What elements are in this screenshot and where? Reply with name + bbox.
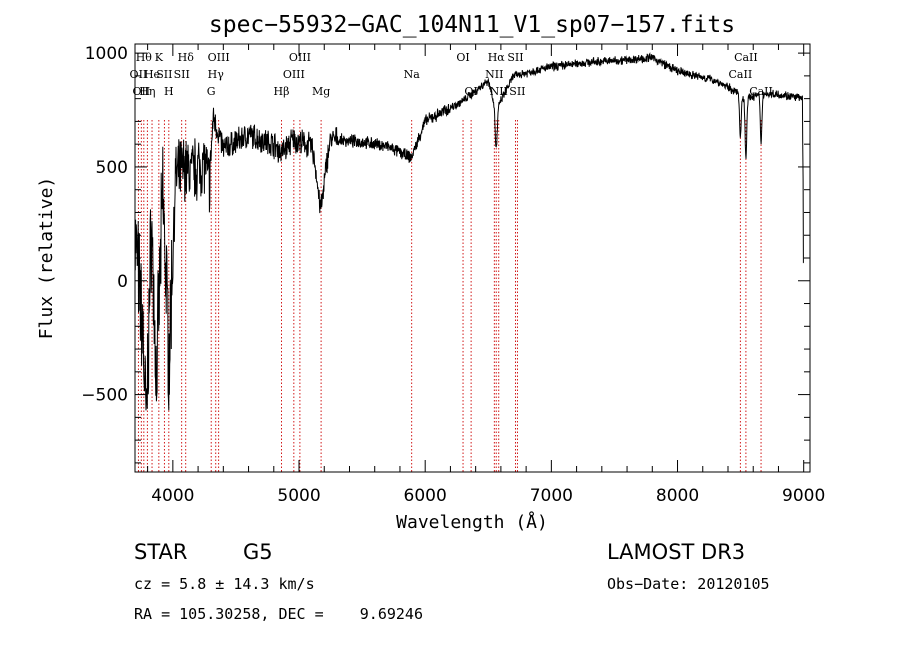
y-axis-label: Flux (relative) <box>36 177 57 340</box>
line-marker-label: Na <box>404 68 421 81</box>
line-marker-label: CaII <box>734 51 758 64</box>
x-axis-ticks: 4000 5000 6000 7000 8000 9000 <box>147 44 825 506</box>
line-marker-label: CaII <box>729 68 753 81</box>
line-marker-label: Hη <box>139 85 155 98</box>
spectrum-line <box>134 52 804 411</box>
line-marker-label: Hβ <box>274 85 290 98</box>
plot-frame <box>134 43 811 473</box>
x-tick-label: 9000 <box>782 486 825 506</box>
line-marker-labels: OIIOIIHθHηHeKSIIHSIIHδGHγOIIIHβOIIIOIIIM… <box>130 51 773 98</box>
line-markers <box>137 120 762 472</box>
line-marker-label: K <box>155 51 164 64</box>
line-marker-label: NII <box>485 68 503 81</box>
line-marker-label: He <box>144 68 160 81</box>
y-tick-label: 0 <box>117 272 128 292</box>
line-marker-label: Hα <box>488 51 506 64</box>
line-marker-label: OIII <box>208 51 230 64</box>
object-subclass: G5 <box>243 540 273 564</box>
x-tick-label: 5000 <box>277 486 320 506</box>
x-tick-label: 6000 <box>404 486 447 506</box>
line-marker-label: G <box>207 85 216 98</box>
chart-title: spec−55932−GAC_104N11_V1_sp07−157.fits <box>209 12 735 38</box>
line-marker-label: SII <box>507 51 523 64</box>
line-marker-label: OIII <box>289 51 311 64</box>
y-tick-label: 500 <box>96 158 128 178</box>
x-tick-label: 8000 <box>656 486 699 506</box>
survey-name: LAMOST DR3 <box>607 540 746 564</box>
x-tick-label: 4000 <box>151 486 194 506</box>
y-tick-label: 1000 <box>85 44 128 64</box>
line-marker-label: OI <box>456 51 469 64</box>
x-axis-label: Wavelength (Å) <box>396 511 548 533</box>
x-tick-label: 7000 <box>530 486 573 506</box>
line-marker-label: OIII <box>283 68 305 81</box>
line-marker-label: SII <box>156 68 172 81</box>
line-marker-label: SII <box>509 85 525 98</box>
y-tick-label: −500 <box>81 386 128 406</box>
line-marker-label: Hγ <box>208 68 225 81</box>
observation-date: Obs−Date: 20120105 <box>607 575 770 593</box>
line-marker-label: Hθ <box>136 51 153 64</box>
object-class: STAR <box>134 540 188 564</box>
sky-coordinates: RA = 105.30258, DEC = 9.69246 <box>134 605 423 623</box>
line-marker-label: Mg <box>312 85 330 98</box>
line-marker-label: H <box>164 85 174 98</box>
line-marker-label: OII <box>132 85 150 98</box>
redshift-value: cz = 5.8 ± 14.3 km/s <box>134 575 315 593</box>
line-marker-label: Hδ <box>178 51 195 64</box>
y-axis-ticks: −500 0 500 1000 <box>81 44 810 464</box>
line-marker-label: OII <box>130 68 148 81</box>
line-marker-label: SII <box>174 68 190 81</box>
